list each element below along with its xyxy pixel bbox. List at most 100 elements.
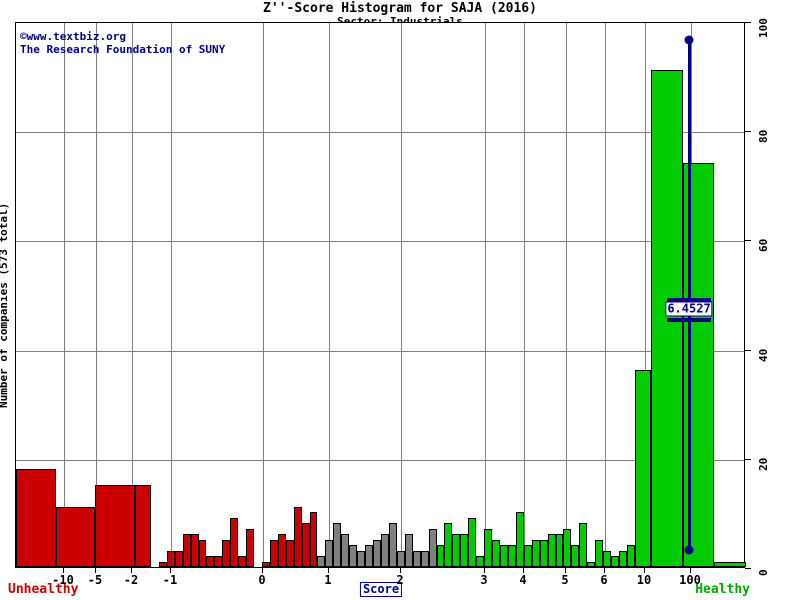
histogram-bar — [341, 534, 350, 567]
histogram-bar — [507, 545, 516, 567]
x-axis-tick-label: 2 — [396, 573, 404, 587]
x-axis-tick-label: -1 — [162, 573, 178, 587]
legend-unhealthy: Unhealthy — [8, 582, 79, 597]
histogram-bar — [547, 534, 556, 567]
histogram-bar — [388, 523, 397, 567]
histogram-bar — [531, 539, 540, 567]
y-axis-tick-label: 80 — [757, 129, 770, 144]
plot-area — [15, 22, 746, 568]
score-marker-line — [688, 40, 691, 550]
y-axis-tick-label: 0 — [757, 569, 770, 576]
histogram-bar — [174, 550, 183, 567]
histogram-bar — [396, 550, 405, 567]
histogram-bar — [373, 539, 381, 567]
x-axis-tick-mark — [690, 568, 691, 573]
x-axis-tick-mark — [565, 568, 566, 573]
histogram-bar — [500, 545, 508, 567]
histogram-bar — [190, 534, 199, 567]
histogram-bar — [301, 523, 310, 567]
histogram-bar — [595, 539, 604, 567]
y-axis-tick-label: 100 — [757, 18, 770, 38]
histogram-bar — [468, 517, 477, 567]
x-axis-tick-mark — [604, 568, 605, 573]
plot-inner — [16, 23, 746, 567]
histogram-bar — [182, 534, 191, 567]
copyright-line-2: The Research Foundation of SUNY — [20, 43, 226, 56]
histogram-bar — [206, 556, 215, 567]
histogram-bar — [626, 545, 635, 567]
x-axis-tick-label: -5 — [87, 573, 103, 587]
histogram-bar — [269, 539, 278, 567]
gridline-vertical — [329, 23, 330, 567]
y-axis-title: Number of companies (573 total) — [0, 202, 10, 408]
copyright-notice: ©www.textbiz.org The Research Foundation… — [20, 30, 225, 56]
x-axis-tick-label: 6 — [600, 573, 608, 587]
histogram-bar — [238, 556, 247, 567]
histogram-bar — [634, 370, 651, 567]
gridline-vertical — [263, 23, 264, 567]
gridline-horizontal — [16, 459, 744, 461]
gridline-horizontal — [16, 350, 744, 352]
x-axis-tick-label: 4 — [519, 573, 527, 587]
x-axis-tick-mark — [523, 568, 524, 573]
score-marker-bottom-dot — [684, 545, 694, 555]
gridline-vertical — [645, 23, 646, 567]
histogram-bar — [587, 561, 596, 567]
y-axis-tick-mark — [745, 131, 751, 133]
histogram-bar — [16, 468, 56, 567]
gridline-vertical — [485, 23, 486, 567]
chart-title: Z''-Score Histogram for SAJA (2016) — [263, 1, 537, 16]
x-axis-tick-label: -10 — [52, 573, 74, 587]
x-axis-tick-mark — [400, 568, 401, 573]
histogram-bar — [484, 528, 493, 567]
histogram-bar — [309, 512, 318, 567]
histogram-bar — [563, 528, 572, 567]
y-axis-tick-mark — [745, 22, 751, 23]
histogram-bar — [515, 512, 524, 567]
histogram-bar — [285, 539, 294, 567]
x-axis-tick-label: 100 — [679, 573, 701, 587]
gridline-vertical — [64, 23, 65, 567]
histogram-bar — [55, 506, 96, 567]
histogram-bar — [158, 561, 167, 567]
histogram-bar — [317, 556, 326, 567]
x-axis-tick-mark — [95, 568, 96, 573]
x-axis-tick-label: -2 — [123, 573, 139, 587]
y-axis-tick-mark — [745, 240, 751, 242]
histogram-bar — [349, 545, 358, 567]
gridline-vertical — [524, 23, 525, 567]
histogram-bar — [404, 534, 413, 567]
x-axis-tick-label: 3 — [480, 573, 488, 587]
legend-healthy: Healthy — [695, 582, 750, 597]
histogram-bar — [420, 550, 429, 567]
gridline-vertical — [171, 23, 172, 567]
histogram-bar — [412, 550, 421, 567]
histogram-bar — [611, 556, 620, 567]
histogram-bar — [135, 485, 151, 567]
histogram-bar — [214, 556, 223, 567]
y-axis-tick-mark — [745, 349, 751, 351]
y-axis-tick-label: 40 — [757, 348, 770, 362]
gridline-horizontal — [16, 132, 744, 134]
x-axis-tick-mark — [644, 568, 645, 573]
score-marker-value-label: 6.4527 — [665, 301, 713, 317]
x-axis-tick-mark — [484, 568, 485, 573]
histogram-bar — [444, 523, 453, 567]
x-axis-tick-mark — [262, 568, 263, 573]
histogram-bar — [365, 545, 374, 567]
gridline-vertical — [132, 23, 133, 567]
histogram-bar — [230, 517, 239, 567]
x-axis-title: Score — [359, 582, 403, 597]
x-axis-tick-mark — [328, 568, 329, 573]
histogram-bar — [357, 550, 366, 567]
histogram-bar — [714, 561, 746, 567]
histogram-bar — [619, 550, 627, 567]
score-marker-top-dot — [684, 35, 694, 45]
y-axis-tick-mark — [745, 458, 751, 460]
histogram-bar — [682, 162, 715, 567]
gridline-vertical — [566, 23, 567, 567]
histogram-bar — [555, 534, 564, 567]
histogram-bar — [523, 545, 532, 567]
histogram-bar — [452, 534, 461, 567]
